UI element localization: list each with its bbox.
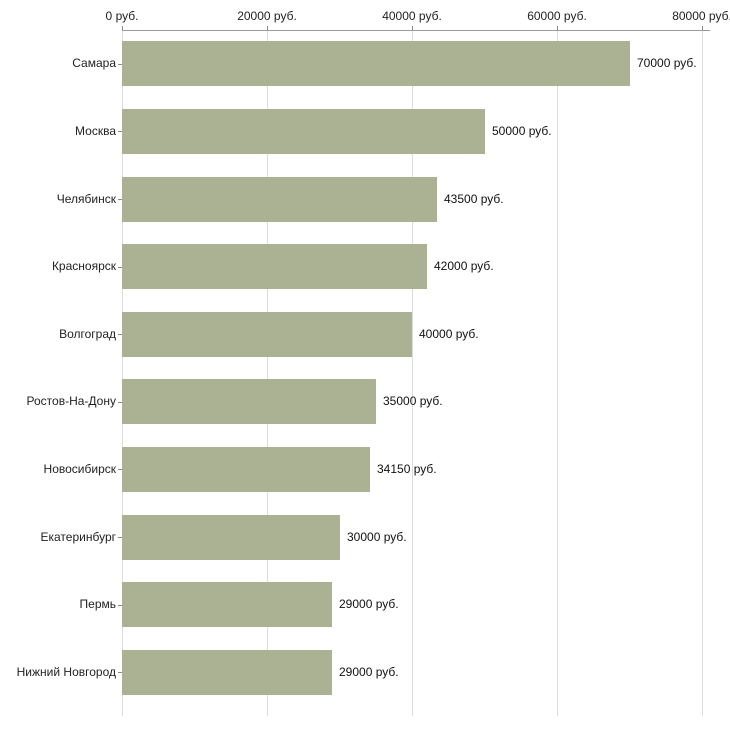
- x-axis-tick-label: 40000 руб.: [382, 9, 442, 23]
- y-axis-tick: [118, 401, 122, 403]
- x-axis-tick: [702, 26, 703, 30]
- x-axis-tick-label: 0 руб.: [105, 9, 139, 23]
- y-axis-tick: [118, 604, 122, 606]
- bar: [122, 244, 427, 290]
- category-label: Екатеринбург: [40, 529, 117, 544]
- category-label: Самара: [72, 56, 116, 71]
- gridline: [412, 30, 413, 716]
- category-label: Нижний Новгород: [16, 664, 116, 679]
- category-label: Новосибирск: [43, 461, 116, 476]
- y-axis-tick: [118, 469, 122, 471]
- category-label: Челябинск: [56, 191, 116, 206]
- x-axis-tick-label: 60000 руб.: [527, 9, 587, 23]
- value-label: 70000 руб.: [637, 56, 697, 71]
- value-label: 40000 руб.: [419, 326, 479, 341]
- y-axis-tick: [118, 537, 122, 538]
- gridline: [122, 30, 123, 716]
- y-axis-tick: [118, 266, 122, 268]
- gridline: [702, 30, 703, 716]
- x-axis-tick-label: 20000 руб.: [237, 9, 297, 23]
- value-label: 43500 руб.: [444, 191, 504, 206]
- category-label: Красноярск: [51, 259, 116, 274]
- value-label: 34150 руб.: [377, 461, 437, 476]
- x-axis-line: [122, 30, 710, 31]
- bar: [122, 379, 376, 425]
- value-label: 42000 руб.: [434, 259, 494, 274]
- y-axis-tick: [118, 672, 122, 674]
- bar: [122, 176, 437, 222]
- category-label: Волгоград: [59, 326, 116, 341]
- value-label: 50000 руб.: [492, 123, 552, 138]
- bar: [122, 649, 332, 695]
- bar: [122, 582, 332, 628]
- x-axis-tick: [122, 26, 123, 30]
- gridline: [557, 30, 558, 716]
- bar: [122, 446, 370, 492]
- bar: [122, 514, 340, 560]
- y-axis-tick: [118, 334, 122, 336]
- y-axis-tick: [118, 63, 122, 65]
- x-axis-tick: [267, 26, 268, 30]
- category-label: Ростов-На-Дону: [26, 394, 116, 409]
- value-label: 29000 руб.: [339, 597, 399, 612]
- bar: [122, 311, 412, 357]
- x-axis-tick: [557, 26, 558, 30]
- value-label: 30000 руб.: [347, 529, 407, 544]
- category-label: Москва: [75, 123, 116, 138]
- value-label: 29000 руб.: [339, 664, 399, 679]
- gridline: [267, 30, 268, 716]
- bar: [122, 108, 485, 154]
- bar: [122, 41, 630, 87]
- x-axis-tick-label: 80000 руб.: [672, 9, 730, 23]
- y-axis-tick: [118, 199, 122, 200]
- x-axis-tick: [412, 26, 413, 30]
- category-label: Пермь: [79, 597, 116, 612]
- y-axis-tick: [118, 131, 122, 133]
- value-label: 35000 руб.: [383, 394, 443, 409]
